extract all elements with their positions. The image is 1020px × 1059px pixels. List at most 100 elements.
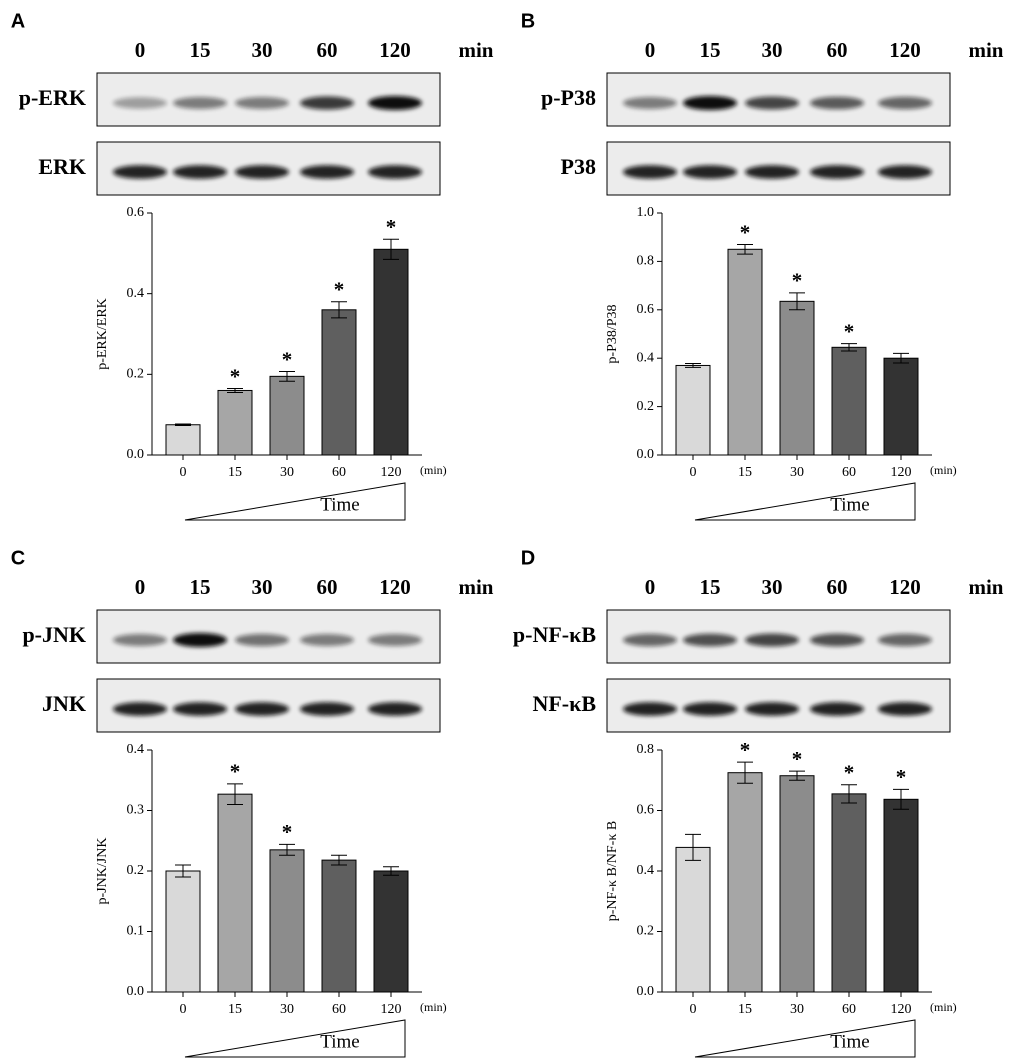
- significance: *: [282, 347, 293, 371]
- y-tick-label: 0.0: [637, 984, 655, 999]
- x-unit: (min): [420, 1000, 447, 1014]
- x-tick-label: 15: [738, 1002, 752, 1017]
- x-tick-label: 120: [381, 1002, 402, 1017]
- y-axis-label: p-ERK/ERK: [95, 298, 110, 370]
- blot-band: [878, 165, 932, 179]
- bar: [727, 248, 763, 456]
- lane-label: 15: [700, 575, 721, 599]
- blot-label: ERK: [38, 154, 86, 179]
- y-tick-label: 0.1: [127, 924, 145, 939]
- y-tick-label: 0.6: [637, 803, 655, 818]
- error-bar: [737, 761, 753, 784]
- significance: *: [740, 738, 751, 762]
- x-tick-label: 120: [891, 465, 912, 480]
- blot-band: [810, 165, 864, 179]
- bar: [831, 346, 867, 456]
- lane-label: 0: [135, 38, 146, 62]
- lane-label: 30: [762, 575, 783, 599]
- time-label: Time: [320, 494, 359, 515]
- y-tick-label: 0.3: [127, 803, 145, 818]
- bar: [269, 849, 305, 993]
- y-tick-label: 0.8: [637, 742, 655, 757]
- y-tick-label: 0.6: [637, 302, 655, 317]
- blot-label: p-JNK: [22, 622, 86, 647]
- bar: [321, 859, 357, 993]
- y-tick-label: 0.2: [127, 367, 145, 382]
- error-bar: [383, 238, 399, 260]
- lane-label: 0: [645, 38, 656, 62]
- lane-label: 30: [252, 575, 273, 599]
- time-wedge: [184, 1019, 406, 1058]
- bar: [165, 870, 201, 993]
- error-bar: [279, 371, 295, 382]
- error-bar: [789, 292, 805, 311]
- error-bar: [331, 301, 347, 319]
- blot-band: [235, 702, 289, 716]
- blot-band: [113, 97, 167, 109]
- y-axis-label: p-P38/P38: [605, 304, 620, 363]
- y-tick-label: 0.2: [637, 399, 655, 414]
- significance: *: [230, 760, 241, 784]
- significance: *: [844, 761, 855, 785]
- significance: *: [334, 278, 345, 302]
- lane-label: 15: [700, 38, 721, 62]
- x-unit: (min): [930, 1000, 957, 1014]
- x-tick-label: 60: [842, 1002, 856, 1017]
- significance: *: [792, 269, 803, 293]
- lane-label: 120: [379, 38, 411, 62]
- significance: *: [792, 747, 803, 771]
- blot-band: [368, 96, 422, 110]
- blot-band: [810, 702, 864, 716]
- error-bar: [685, 363, 701, 368]
- bar: [779, 775, 815, 993]
- x-tick-label: 60: [842, 465, 856, 480]
- error-bar: [685, 833, 701, 861]
- time-wedge: [694, 1019, 916, 1058]
- blot-band: [878, 633, 932, 647]
- panel-letter: A: [11, 10, 25, 32]
- significance: *: [386, 215, 397, 239]
- y-tick-label: 0.6: [127, 205, 145, 220]
- y-tick-label: 0.2: [127, 863, 145, 878]
- y-tick-label: 0.0: [637, 447, 655, 462]
- y-tick-label: 0.4: [637, 350, 655, 365]
- lane-label: 30: [252, 38, 273, 62]
- x-unit: (min): [420, 463, 447, 477]
- error-bar: [175, 864, 191, 878]
- panel-letter: C: [11, 547, 25, 569]
- lane-unit: min: [458, 38, 493, 62]
- x-tick-label: 120: [891, 1002, 912, 1017]
- lane-label: 15: [190, 38, 211, 62]
- blot-band: [623, 165, 677, 179]
- blot-label: P38: [561, 154, 596, 179]
- bar: [321, 309, 357, 456]
- bar: [165, 424, 201, 456]
- time-wedge: [694, 482, 916, 521]
- panel-letter: D: [521, 547, 535, 569]
- blot-band: [745, 165, 799, 179]
- significance: *: [282, 820, 293, 844]
- blot-band: [113, 165, 167, 179]
- blot-label: JNK: [42, 691, 86, 716]
- lane-label: 120: [889, 575, 921, 599]
- blot-band: [300, 165, 354, 179]
- blot-band: [683, 633, 737, 647]
- bar: [883, 357, 919, 456]
- y-tick-label: 1.0: [637, 205, 655, 220]
- blot-band: [113, 702, 167, 716]
- panel-letter: B: [521, 10, 535, 32]
- x-unit: (min): [930, 463, 957, 477]
- blot-band: [173, 633, 227, 647]
- lane-label: 120: [889, 38, 921, 62]
- error-bar: [737, 243, 753, 255]
- y-tick-label: 0.2: [637, 924, 655, 939]
- bar: [675, 846, 711, 993]
- lane-label: 0: [645, 575, 656, 599]
- error-bar: [841, 343, 857, 352]
- y-tick-label: 0.4: [637, 863, 655, 878]
- y-tick-label: 0.8: [637, 254, 655, 269]
- error-bar: [227, 783, 243, 805]
- y-tick-label: 0.0: [127, 984, 145, 999]
- significance: *: [896, 765, 907, 789]
- blot-band: [745, 96, 799, 110]
